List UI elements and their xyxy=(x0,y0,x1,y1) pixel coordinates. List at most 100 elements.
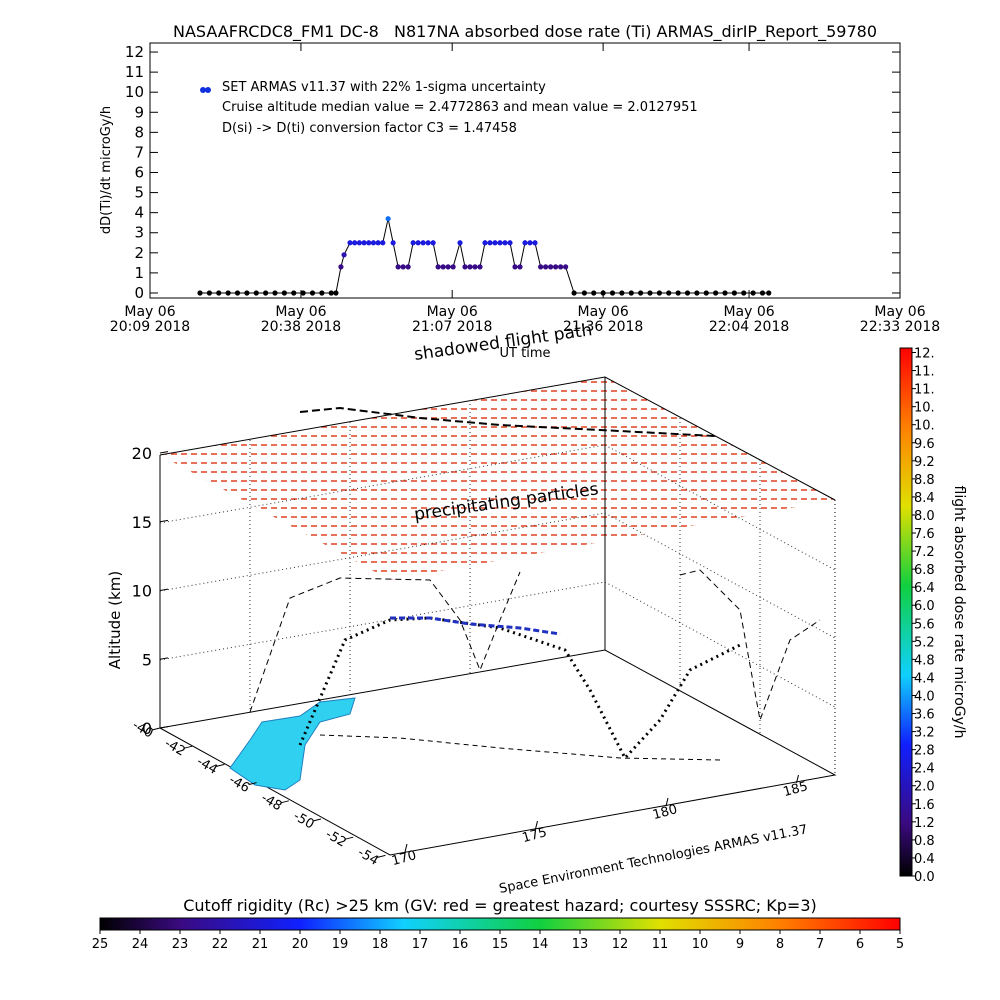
colorbar-tick-label: 2.4 xyxy=(914,762,935,777)
data-point xyxy=(333,290,339,296)
colorbar-tick-label: 20 xyxy=(292,937,309,952)
data-point xyxy=(425,240,431,246)
lon-tick-label: 170 xyxy=(390,848,418,869)
data-point xyxy=(385,216,391,222)
data-point xyxy=(405,264,411,270)
legend-label: SET ARMAS v11.37 with 22% 1-sigma uncert… xyxy=(222,80,546,95)
shadow-path xyxy=(679,569,821,722)
colorbar xyxy=(899,347,913,877)
lat-tick xyxy=(377,854,386,858)
data-point xyxy=(487,240,493,246)
data-point xyxy=(619,290,625,296)
y-axis-label: dD(Ti)/dt microGy/h xyxy=(99,106,114,234)
x-tick-label: May 06 22:04 2018 xyxy=(708,304,790,335)
colorbar-tick-label: 11. xyxy=(914,383,935,398)
data-point xyxy=(244,290,250,296)
data-point xyxy=(666,290,672,296)
colorbar-tick-label: 17 xyxy=(412,937,429,952)
data-point xyxy=(338,264,344,270)
colorbar-tick-label: 7.6 xyxy=(914,527,935,542)
colorbar-tick-label: 5 xyxy=(896,937,904,952)
data-point xyxy=(581,290,587,296)
data-point xyxy=(216,290,222,296)
data-point xyxy=(395,264,401,270)
data-point xyxy=(253,290,259,296)
data-point xyxy=(482,240,488,246)
data-point xyxy=(750,290,756,296)
lat-tick-label: -54 xyxy=(355,845,381,869)
colorbar-tick-label: 2.8 xyxy=(914,744,935,759)
lat-tick xyxy=(280,800,289,804)
colorbar-tick-label: 18 xyxy=(372,937,389,952)
colorbar-tick-label: 8 xyxy=(776,937,784,952)
colorbar-tick-label: 9.2 xyxy=(914,455,935,470)
box-3d xyxy=(159,376,837,856)
y-tick-label: 3 xyxy=(134,224,144,242)
colorbar xyxy=(99,917,901,931)
data-point xyxy=(309,290,316,296)
data-point xyxy=(281,290,287,296)
x-tick-label: May 06 20:38 2018 xyxy=(260,304,342,335)
z-tick-label: 5 xyxy=(142,650,152,669)
data-point xyxy=(375,240,381,246)
ground-track xyxy=(319,734,721,761)
lon-tick-label: 180 xyxy=(651,802,679,823)
data-point xyxy=(361,240,367,246)
z-tick-label: 10 xyxy=(132,582,152,601)
data-point xyxy=(300,290,306,296)
data-point xyxy=(512,264,518,270)
data-point xyxy=(741,290,747,296)
colorbar-tick-label: 24 xyxy=(132,937,149,952)
lat-tick xyxy=(312,818,322,822)
data-point xyxy=(759,290,766,296)
colorbar-tick-label: 6 xyxy=(856,937,864,952)
z-tick xyxy=(159,657,169,660)
data-point xyxy=(563,264,569,270)
data-point xyxy=(477,264,483,270)
y-tick-label: 8 xyxy=(134,123,144,141)
data-point xyxy=(638,290,644,296)
colorbar-tick-label: 5.2 xyxy=(914,635,935,650)
y-tick-label: 4 xyxy=(134,204,144,222)
lat-tick xyxy=(151,727,161,731)
x-tick-label: May 06 22:33 2018 xyxy=(859,304,941,335)
colorbar-tick-label: 1.2 xyxy=(914,816,935,831)
flight-path-projection xyxy=(299,406,716,437)
y-tick-label: 2 xyxy=(134,244,144,262)
colorbar-tick-label: 8.0 xyxy=(914,509,935,524)
colorbar-label: Cutoff rigidity (Rc) >25 km (GV: red = g… xyxy=(183,896,817,915)
colorbar-tick-label: 10. xyxy=(914,401,935,416)
z-tick-label: 0 xyxy=(142,719,152,738)
data-point xyxy=(272,290,278,296)
colorbar-tick-label: 9.6 xyxy=(914,437,935,452)
lat-tick xyxy=(184,745,193,749)
lon-tick xyxy=(535,820,538,830)
colorbar-tick-label: 4.4 xyxy=(914,671,935,686)
colorbar-tick-label: 22 xyxy=(212,937,229,952)
annotation: Cruise altitude median value = 2.4772863… xyxy=(222,100,698,115)
data-point xyxy=(390,240,396,246)
colorbar-tick-label: 8.4 xyxy=(914,491,935,506)
lon-tick xyxy=(665,797,669,807)
data-point xyxy=(380,240,386,246)
colorbar-tick-label: 6.4 xyxy=(914,581,935,596)
data-point xyxy=(472,264,478,270)
y-tick-label: 11 xyxy=(125,63,144,81)
data-point xyxy=(713,290,719,296)
y-tick-label: 10 xyxy=(125,83,144,101)
plot-frame xyxy=(149,42,901,299)
data-point xyxy=(328,290,334,296)
colorbar-tick-label: 16 xyxy=(452,937,469,952)
colorbar-tick-label: 5.6 xyxy=(914,617,935,632)
flight-path xyxy=(298,616,741,761)
colorbar-tick-label: 3.6 xyxy=(914,708,935,723)
data-point xyxy=(694,290,700,296)
data-point xyxy=(591,290,597,296)
data-point xyxy=(410,240,416,246)
lon-tick xyxy=(796,774,799,784)
data-point xyxy=(341,252,347,258)
colorbar-tick-label: 11 xyxy=(652,937,669,952)
data-point xyxy=(467,264,473,270)
lon-tick-label: 185 xyxy=(782,779,810,800)
